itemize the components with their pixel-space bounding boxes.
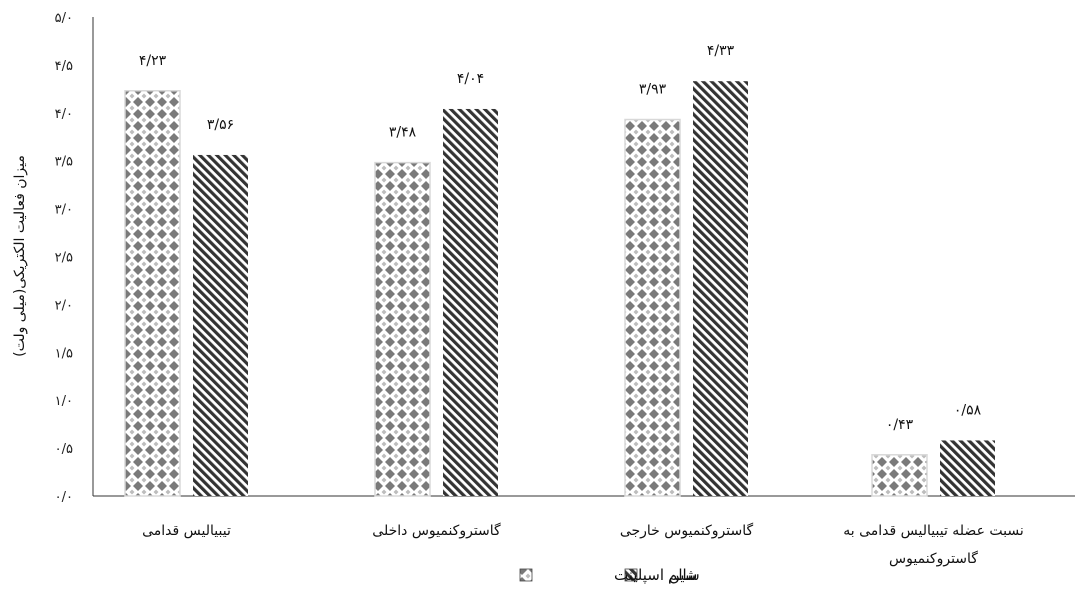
category-label: نسبت عضله تیبیالیس قدامی به — [843, 523, 1023, 539]
y-tick-label: ۲/۵ — [55, 251, 73, 266]
data-label: ۳/۴۸ — [389, 125, 417, 141]
legend: سالم شین اسپلینت — [519, 566, 700, 585]
y-tick-label: ۳/۵ — [55, 155, 73, 170]
legend-item-healthy: سالم — [624, 566, 700, 584]
category-label: گاستروکنمیوس — [889, 550, 978, 567]
legend-label-healthy: سالم — [668, 566, 700, 584]
bar-healthy — [443, 108, 498, 496]
bar-shin-splint — [871, 454, 928, 497]
bar-shin-splint — [624, 118, 681, 497]
category-label: گاستروکنمیوس خارجی — [620, 522, 754, 539]
category-label: تیبیالیس قدامی — [142, 523, 231, 539]
bars — [124, 81, 995, 497]
data-label: ۰/۴۳ — [886, 417, 914, 433]
y-tick-label: ۱/۰ — [55, 394, 73, 409]
data-label: ۰/۵۸ — [954, 402, 982, 418]
data-labels: ۴/۲۳ ۳/۵۶ ۳/۴۸ ۴/۰۴ ۳/۹۳ ۴/۳۳ ۰/۴۳ ۰/۵۸ — [139, 43, 982, 433]
y-axis-title: میزان فعالیت الکتریکی(میلی ولت) — [12, 155, 28, 357]
y-tick-label: ۴/۵ — [55, 59, 73, 74]
y-tick-label: ۰/۵ — [55, 442, 73, 457]
data-label: ۴/۰۴ — [457, 71, 484, 87]
y-tick-label: ۴/۰ — [55, 107, 73, 122]
legend-swatch-shin-splint — [519, 568, 533, 582]
y-tick-labels: ۰/۰ ۰/۵ ۱/۰ ۱/۵ ۲/۰ ۲/۵ ۳/۰ ۳/۵ ۴/۰ ۴/۵ ۵/۰ — [55, 11, 73, 505]
y-tick-label: ۳/۰ — [55, 203, 73, 218]
y-tick-label: ۲/۰ — [55, 298, 73, 313]
data-label: ۳/۹۳ — [639, 82, 667, 98]
y-tick-label: ۰/۰ — [55, 490, 73, 505]
data-label: ۳/۵۶ — [207, 117, 234, 133]
legend-item-shin-splint: شین اسپلینت — [519, 566, 697, 585]
legend-label-shin-splint: شین اسپلینت — [614, 566, 697, 585]
bar-healthy — [940, 440, 995, 496]
y-tick-label: ۵/۰ — [55, 11, 73, 26]
bar-shin-splint — [374, 161, 431, 497]
data-label: ۴/۲۳ — [139, 53, 167, 69]
category-label: گاستروکنمیوس داخلی — [372, 522, 501, 539]
legend-swatch-healthy — [624, 568, 638, 582]
bar-healthy — [193, 154, 248, 496]
category-labels: تیبیالیس قدامی گاستروکنمیوس داخلی گاستروکن… — [142, 522, 1024, 567]
bar-shin-splint — [124, 90, 181, 497]
y-tick-label: ۱/۵ — [55, 346, 73, 361]
data-label: ۴/۳۳ — [707, 43, 735, 59]
bar-healthy — [693, 81, 748, 496]
